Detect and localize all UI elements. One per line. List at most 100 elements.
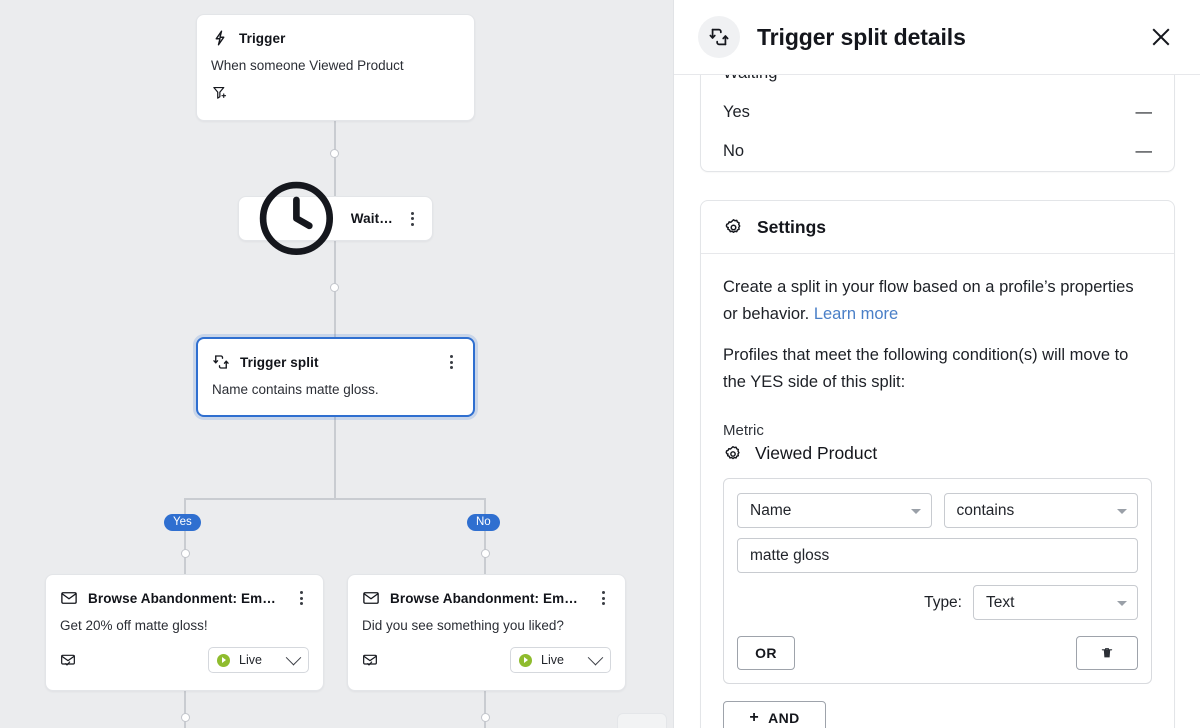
node-title: Browse Abandonment: Email... [88,590,283,606]
status-label: Live [239,653,262,667]
envelope-check-icon [363,654,377,666]
condition-row: Name contains [737,493,1138,528]
branch-badge-yes[interactable]: Yes [164,514,201,531]
chevron-down-icon [1117,600,1127,606]
condition-type-value: Text [986,593,1015,611]
settings-description: Create a split in your flow based on a p… [723,274,1152,328]
gear-icon [725,445,740,459]
envelope-check-icon [61,654,75,666]
node-title: Trigger [239,30,286,46]
node-menu-button[interactable] [443,353,459,371]
flow-node-email-no[interactable]: Browse Abandonment: Email... Did you see… [347,574,626,691]
stat-value: — [1135,142,1153,160]
node-header: Trigger [197,15,474,47]
chevron-down-icon [910,508,921,514]
connector-dot-2[interactable] [330,283,339,292]
node-menu-button[interactable] [293,589,309,607]
node-subtitle: Name contains matte gloss. [212,382,379,397]
learn-more-link[interactable]: Learn more [813,305,899,323]
status-label: Live [541,653,564,667]
condition-property-select[interactable]: Name [737,493,932,528]
node-footer: Live [46,635,323,686]
edge-branch-yes [184,498,186,574]
add-and-condition-button[interactable]: + AND [723,701,826,728]
close-icon[interactable] [1148,24,1174,50]
edge-split-down [334,417,336,499]
flow-canvas[interactable]: Trigger When someone Viewed Product Wait… [0,0,673,728]
panel-title: Trigger split details [757,23,966,50]
connector-dot-no-2[interactable] [481,713,490,722]
settings-card-body: Create a split in your flow based on a p… [701,254,1174,728]
type-row: Type: Text [737,585,1138,620]
envelope-icon [363,592,379,604]
live-indicator-icon [519,653,532,667]
node-footer: Live [348,635,625,686]
edge-yes-down [184,691,186,728]
or-button[interactable]: OR [737,636,795,670]
node-header: Browse Abandonment: Email... [348,575,625,607]
condition-group: Name contains Type: [723,478,1152,684]
condition-intro-text: Profiles that meet the following conditi… [723,346,1129,391]
condition-property-value: Name [750,501,792,519]
condition-operator-value: contains [956,501,1015,519]
node-title: Trigger split [240,354,319,370]
type-label: Type: [924,593,962,611]
condition-operator-select[interactable]: contains [943,493,1138,528]
stat-value: — [1135,103,1153,121]
metric-row: Viewed Product [723,443,1152,464]
condition-value-input[interactable] [737,538,1138,573]
connector-dot-yes-2[interactable] [181,713,190,722]
node-menu-button[interactable] [595,589,611,607]
split-icon [213,355,229,369]
node-subtitle: Get 20% off matte gloss! [60,618,208,633]
status-chip-live[interactable]: Live [510,647,611,673]
node-menu-button[interactable] [404,210,420,228]
connector-dot-1[interactable] [330,149,339,158]
node-header: Trigger split [198,339,473,371]
settings-description-text: Create a split in your flow based on a p… [723,278,1134,323]
details-panel: Trigger split details Waiting Yes — No — [673,0,1200,728]
chevron-down-icon [1117,508,1127,514]
plus-icon: + [749,709,760,726]
stat-label: No [723,142,745,160]
node-title: Browse Abandonment: Email... [390,590,585,606]
partial-node-below[interactable] [617,713,667,728]
connector-dot-yes[interactable] [181,549,190,558]
stat-label: Yes [723,103,750,121]
branch-badge-no[interactable]: No [467,514,500,531]
node-subtitle: Did you see something you liked? [362,618,564,633]
split-stats-card: Waiting Yes — No — [700,75,1175,172]
flow-node-trigger[interactable]: Trigger When someone Viewed Product [196,14,475,121]
node-header: Browse Abandonment: Email... [46,575,323,607]
flow-node-email-yes[interactable]: Browse Abandonment: Email... Get 20% off… [45,574,324,691]
node-footer [197,75,474,114]
chevron-down-icon [285,649,302,665]
panel-scroll-area[interactable]: Waiting Yes — No — [674,75,1200,728]
stat-row-yes: Yes — [723,93,1152,132]
chevron-down-icon [587,649,604,665]
edge-branch-no [484,498,486,574]
edge-branch-horizontal [184,498,486,500]
split-icon [698,16,740,58]
condition-type-select[interactable]: Text [973,585,1138,620]
node-subtitle: When someone Viewed Product [211,58,404,73]
flow-node-wait[interactable]: Wait 2 hours [238,181,433,256]
connector-dot-no[interactable] [481,549,490,558]
panel-header: Trigger split details [674,0,1200,75]
stat-row-no: No — [723,132,1152,171]
status-chip-live[interactable]: Live [208,647,309,673]
edge-no-down [484,691,486,728]
condition-actions: OR [737,636,1138,670]
flow-node-trigger-split[interactable]: Trigger split Name contains matte gloss. [196,337,475,417]
trash-icon [1101,648,1113,658]
node-title: Wait 2 hours [350,211,394,226]
filter-icon[interactable] [211,84,228,101]
delete-condition-button[interactable] [1076,636,1138,670]
clock-icon [259,181,334,256]
gear-icon [725,218,741,233]
metric-name: Viewed Product [755,443,878,463]
stat-row-waiting: Waiting [723,75,1152,93]
live-indicator-icon [217,653,230,667]
and-label: AND [768,710,800,726]
